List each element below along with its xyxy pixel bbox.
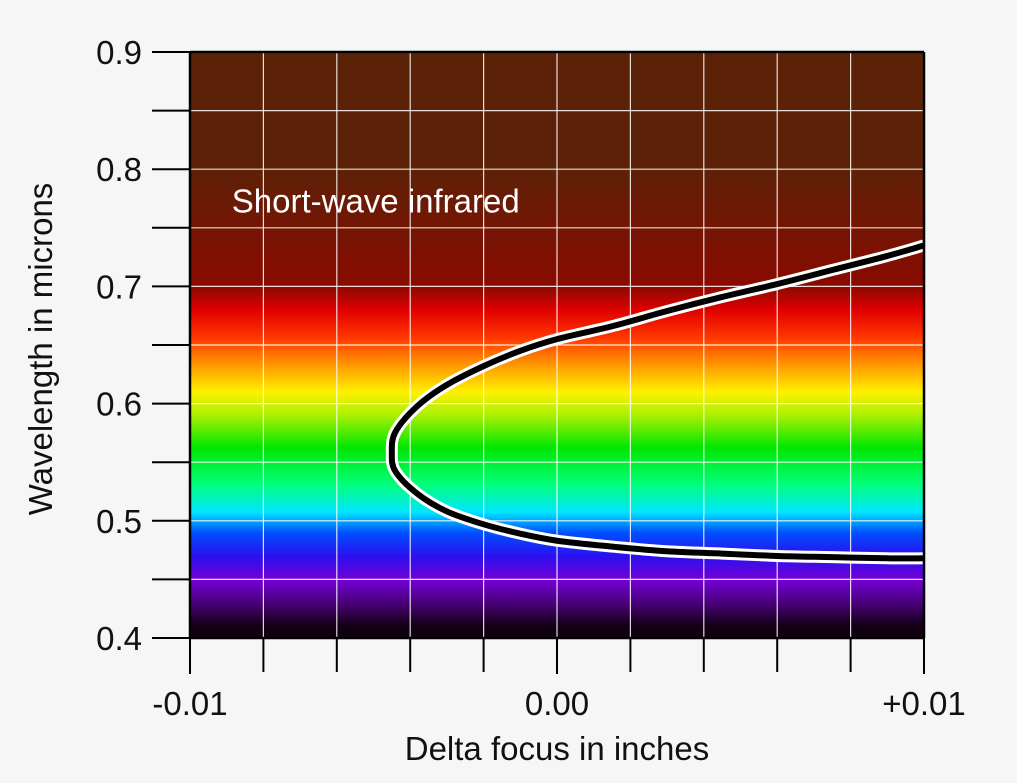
x-tick-label: +0.01	[882, 685, 966, 722]
curve-layer	[385, 239, 924, 565]
x-axis-title: Delta focus in inches	[405, 730, 710, 767]
tick-labels: -0.01 0.00 +0.01 0.4 0.5 0.6 0.7 0.8 0.9	[96, 34, 966, 722]
y-tick-label: 0.4	[96, 620, 142, 657]
annotation-short-wave-infrared: Short-wave infrared	[232, 183, 520, 220]
x-tick-label: -0.01	[152, 685, 227, 722]
y-tick-label: 0.9	[96, 34, 142, 71]
focus-curve-line	[388, 242, 924, 562]
x-tick-label: 0.00	[525, 685, 589, 722]
y-tick-label: 0.8	[96, 151, 142, 188]
y-axis-title: Wavelength in microns	[22, 183, 59, 516]
axes	[152, 50, 926, 674]
y-tick-label: 0.6	[96, 386, 142, 423]
y-tick-label: 0.7	[96, 268, 142, 305]
y-tick-label: 0.5	[96, 503, 142, 540]
